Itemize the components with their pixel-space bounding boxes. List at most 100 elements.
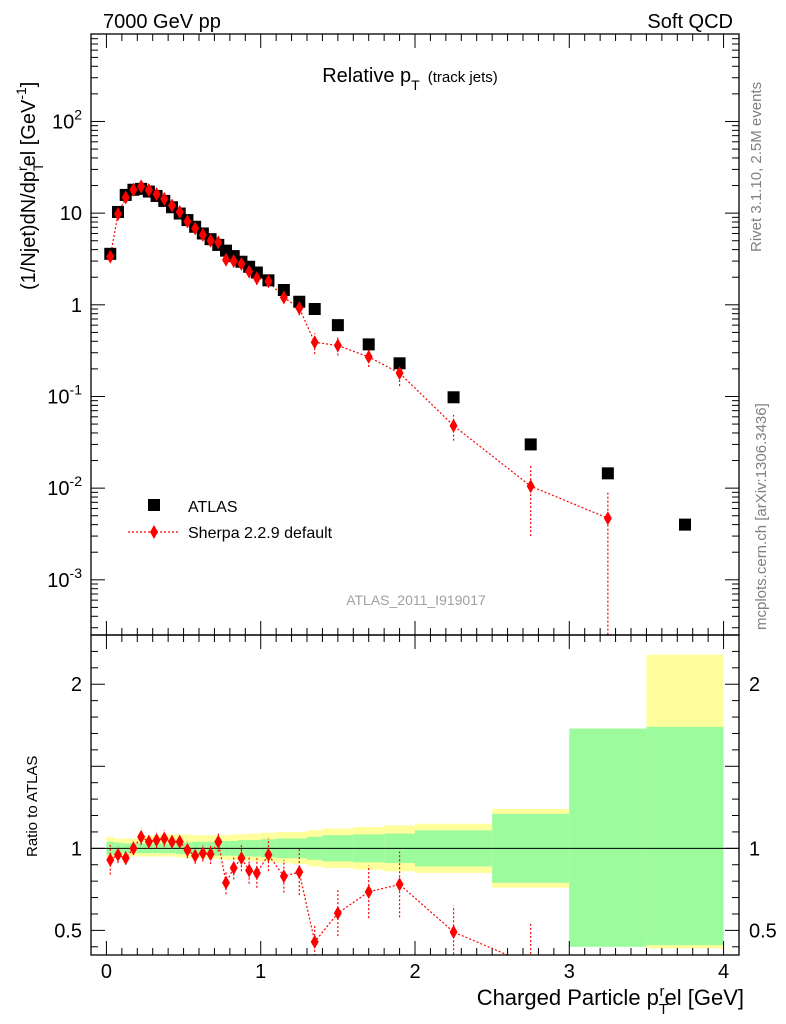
ratio-sherpa-point (152, 833, 161, 848)
ratio-sherpa-point (175, 834, 184, 849)
sherpa-point (252, 271, 261, 286)
ratio-sherpa-point (295, 865, 304, 880)
main-y-tick-label-base: 10 (60, 203, 82, 225)
main-y-tick-label-exp: 2 (74, 106, 82, 122)
atlas-point (277, 284, 290, 297)
sherpa-point (245, 264, 254, 279)
energy-label: 7000 GeV pp (103, 11, 221, 33)
plot-title: Relative pT (track jets) (322, 65, 498, 93)
sherpa-point (168, 198, 176, 213)
ratio-sherpa-point (527, 958, 535, 972)
main-y-tick-label: 10-1 (47, 381, 82, 408)
ratio-sherpa-point (160, 831, 169, 846)
main-y-tick-label-exp: -1 (70, 381, 83, 397)
ratio-sherpa-point (144, 834, 153, 849)
mcplots-label: mcplots.cern.ch [arXiv:1306.3436] (753, 403, 770, 630)
stat-uncertainty-band (646, 726, 724, 946)
main-y-tick-label-exp: -2 (70, 473, 83, 489)
ratio-sherpa-point (168, 834, 176, 849)
sherpa-point (449, 418, 458, 433)
main-y-tick-label: 102 (52, 106, 82, 133)
ratio-y-tick-label: 2 (71, 674, 82, 696)
ratio-sherpa-point (214, 834, 223, 849)
ratio-sherpa-point (264, 847, 273, 862)
ratio-sherpa-point (222, 875, 230, 890)
ratio-sherpa-point (183, 842, 192, 857)
main-y-tick-label-base: 1 (71, 295, 82, 317)
main-y-tick-label-exp: -3 (70, 565, 83, 581)
legend-atlas-label: ATLAS (188, 499, 238, 516)
ratio-sherpa-point (121, 851, 130, 866)
atlas-point (679, 518, 691, 531)
main-y-label-end: ] (18, 82, 40, 88)
sherpa-point (333, 338, 342, 353)
x-label-sup: r (660, 983, 665, 1000)
sherpa-point (114, 206, 122, 221)
sherpa-point (229, 254, 238, 269)
analysis-watermark: ATLAS_2011_I919017 (346, 592, 486, 608)
sherpa-point (191, 221, 200, 236)
main-y-label-sup2: -1 (13, 87, 29, 100)
main-y-label-tail: el [GeV (18, 99, 40, 166)
ratio-x-tick-label: 2 (409, 961, 420, 983)
ratio-y-tick-label-right: 1 (749, 838, 760, 860)
sherpa-point (279, 290, 288, 305)
ratio-sherpa-point (252, 865, 261, 880)
ratio-y-tick-label-right: 2 (749, 674, 760, 696)
main-y-tick-label-base: 10 (47, 570, 69, 592)
main-y-tick-label-base: 10 (47, 386, 69, 408)
ratio-uncertainty-bands (91, 654, 739, 949)
ratio-data-layer (106, 828, 535, 972)
main-data-layer (104, 179, 691, 635)
sherpa-point (144, 182, 153, 197)
ratio-sherpa-point (129, 841, 138, 856)
sherpa-point (106, 249, 115, 264)
main-y-tick-label: 10-3 (47, 565, 82, 592)
x-label-tail: el [GeV] (665, 985, 744, 1010)
ratio-y-tick-label: 0.5 (54, 920, 82, 942)
sherpa-point (264, 274, 273, 289)
sherpa-point (310, 335, 319, 350)
plot-title-sub: T (411, 77, 420, 93)
sherpa-point (152, 187, 161, 202)
sherpa-point (160, 191, 169, 206)
sherpa-point (183, 214, 192, 229)
ratio-x-tick-label: 4 (718, 961, 729, 983)
ratio-sherpa-point (206, 847, 215, 862)
sherpa-point (129, 182, 138, 197)
x-axis-label: Charged Particle pTrel [GeV] (477, 983, 744, 1018)
sherpa-point (198, 227, 207, 242)
rivet-version-label: Rivet 3.1.10, 2.5M events (748, 82, 765, 252)
ratio-y-axis-label: Ratio to ATLAS (24, 756, 41, 857)
main-plot-frame (90, 33, 740, 636)
legend-atlas-marker (148, 499, 160, 511)
x-label-sub: T (659, 1001, 668, 1018)
ratio-sherpa-point (310, 934, 319, 949)
atlas-point (447, 391, 460, 404)
ratio-y-tick-label-right: 0.5 (749, 920, 777, 942)
sherpa-point (121, 190, 130, 205)
ratio-y-tick-label: 1 (71, 838, 82, 860)
legend-sherpa-marker (150, 525, 158, 539)
main-y-tick-label: 10 (60, 203, 82, 225)
sherpa-point (175, 204, 184, 219)
ratio-sherpa-point (114, 847, 122, 862)
plot-title-main: Relative p (322, 65, 411, 87)
sherpa-point (237, 256, 246, 271)
sherpa-point (137, 179, 146, 194)
sherpa-point (222, 252, 230, 267)
sherpa-point (206, 233, 215, 248)
ratio-sherpa-point (191, 848, 200, 863)
ratio-plot-frame (90, 634, 740, 956)
sherpa-point (603, 511, 612, 526)
atlas-point (331, 319, 344, 332)
ratio-sherpa-point (333, 906, 342, 921)
ratio-axis-ticks: 0 1 2 3 4 0.5 0.5 1 1 2 2 (54, 634, 777, 983)
main-y-tick-label-base: 10 (47, 478, 69, 500)
main-y-tick-label: 1 (71, 295, 82, 317)
atlas-point (601, 467, 614, 480)
ratio-sherpa-point (237, 851, 246, 866)
stat-uncertainty-band (569, 728, 647, 947)
